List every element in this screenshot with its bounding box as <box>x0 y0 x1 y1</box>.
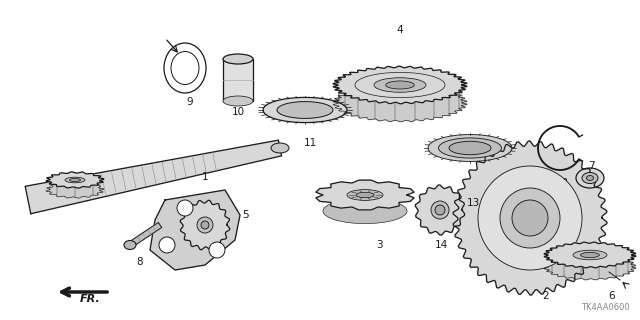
Ellipse shape <box>512 200 548 236</box>
Polygon shape <box>544 254 636 280</box>
Ellipse shape <box>449 141 491 155</box>
Polygon shape <box>415 185 465 235</box>
Text: 12: 12 <box>556 178 568 188</box>
Ellipse shape <box>573 250 607 260</box>
Ellipse shape <box>70 179 81 181</box>
Circle shape <box>177 200 193 216</box>
Text: 6: 6 <box>609 291 615 301</box>
Text: 14: 14 <box>435 240 447 250</box>
Polygon shape <box>150 190 240 270</box>
Ellipse shape <box>271 143 289 153</box>
Text: 13: 13 <box>467 198 479 208</box>
Ellipse shape <box>435 205 445 215</box>
Ellipse shape <box>356 192 374 198</box>
Ellipse shape <box>263 97 347 123</box>
Circle shape <box>159 237 175 253</box>
Ellipse shape <box>223 96 253 106</box>
Ellipse shape <box>374 78 426 92</box>
Ellipse shape <box>478 166 582 270</box>
Text: 4: 4 <box>397 25 403 35</box>
Polygon shape <box>223 59 253 101</box>
Text: TK4AA0600: TK4AA0600 <box>581 303 630 312</box>
Ellipse shape <box>576 168 604 188</box>
Polygon shape <box>453 141 607 295</box>
Ellipse shape <box>124 241 136 250</box>
Polygon shape <box>46 172 104 188</box>
Text: 1: 1 <box>202 172 208 182</box>
Polygon shape <box>180 200 230 250</box>
Polygon shape <box>544 242 636 268</box>
Ellipse shape <box>323 198 407 224</box>
Text: 5: 5 <box>242 210 248 220</box>
Ellipse shape <box>438 138 502 158</box>
Ellipse shape <box>201 221 209 229</box>
Polygon shape <box>46 182 104 198</box>
Circle shape <box>209 242 225 258</box>
Ellipse shape <box>197 217 213 233</box>
Text: 7: 7 <box>588 161 595 171</box>
Ellipse shape <box>580 252 599 258</box>
Polygon shape <box>333 66 467 104</box>
Text: FR.: FR. <box>79 294 100 304</box>
Ellipse shape <box>65 177 85 183</box>
Ellipse shape <box>277 102 333 118</box>
Ellipse shape <box>347 189 383 200</box>
Ellipse shape <box>431 201 449 219</box>
Ellipse shape <box>500 188 560 248</box>
Text: 10: 10 <box>232 107 244 117</box>
Ellipse shape <box>223 54 253 64</box>
Text: 2: 2 <box>543 291 549 301</box>
Polygon shape <box>316 180 414 210</box>
Text: 3: 3 <box>376 240 382 250</box>
Ellipse shape <box>428 135 512 162</box>
Text: 9: 9 <box>187 97 193 107</box>
Polygon shape <box>333 84 467 122</box>
Ellipse shape <box>582 172 598 183</box>
Polygon shape <box>25 140 282 214</box>
Ellipse shape <box>386 81 414 89</box>
Ellipse shape <box>586 175 593 180</box>
Polygon shape <box>129 222 162 247</box>
Text: 8: 8 <box>137 257 143 267</box>
Text: 11: 11 <box>303 138 317 148</box>
